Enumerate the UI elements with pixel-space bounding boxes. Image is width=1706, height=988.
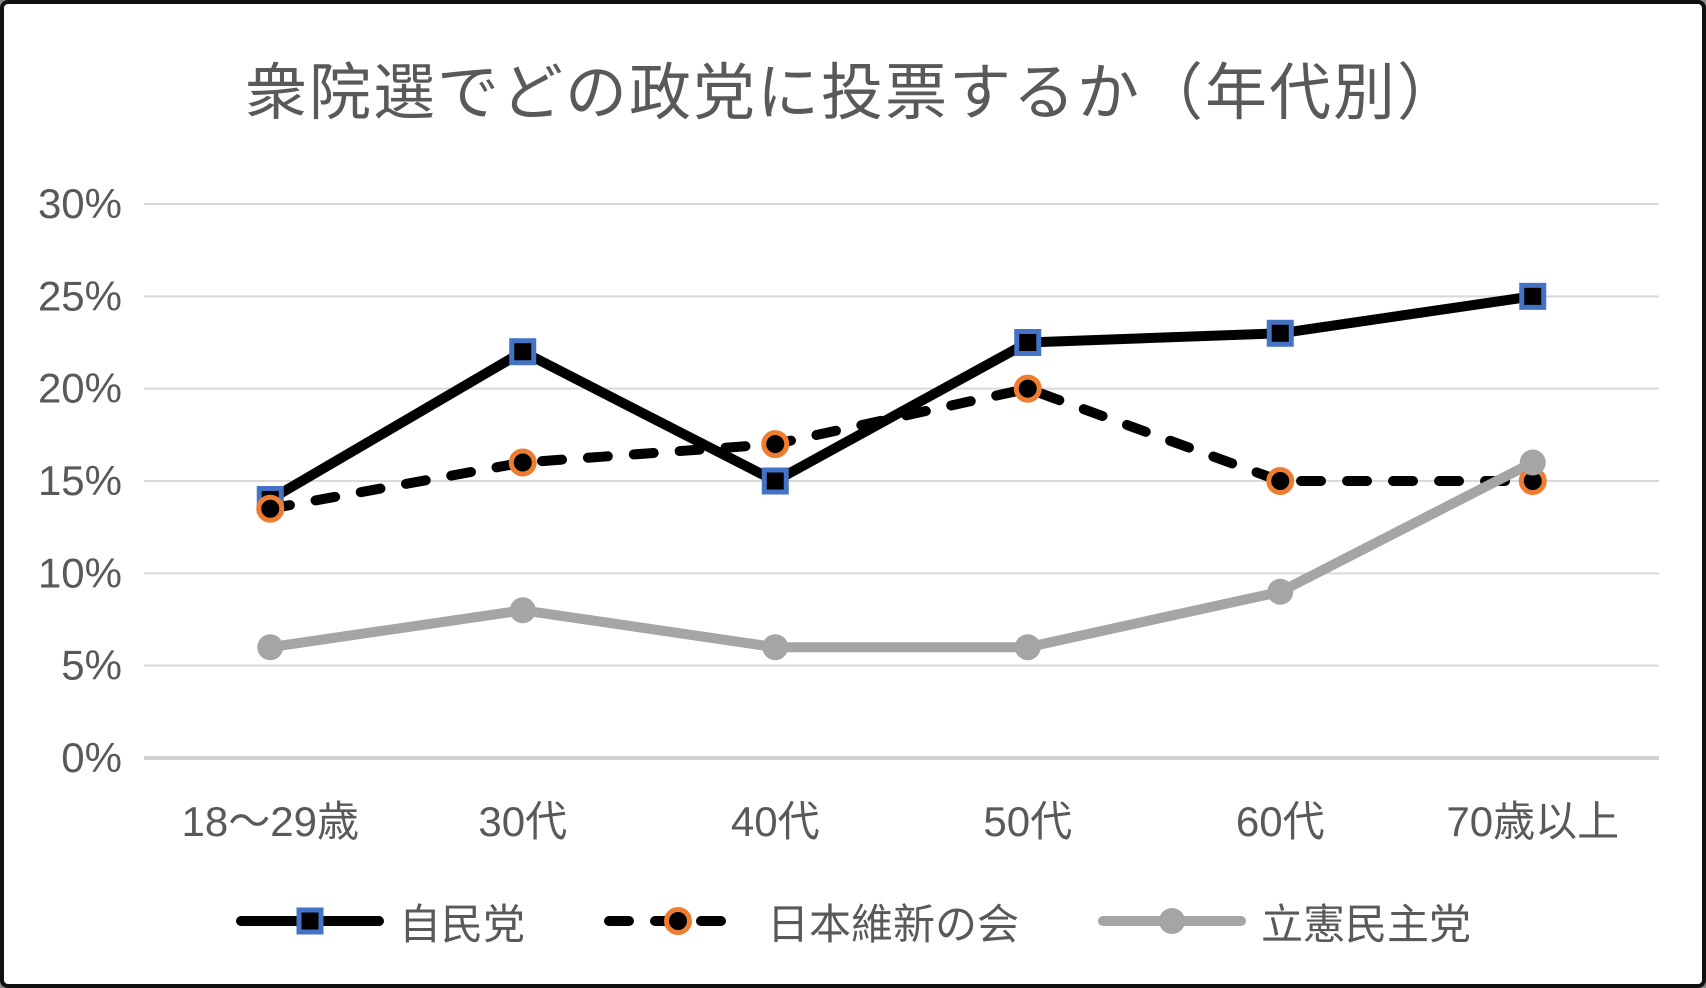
x-tick-label: 70歳以上 <box>1446 798 1619 845</box>
legend-item-3: 立憲民主党 <box>1097 891 1471 952</box>
x-tick-label: 40代 <box>731 798 820 845</box>
x-tick-label: 18〜29歳 <box>182 798 359 845</box>
legend-swatch-icon <box>603 907 752 935</box>
series-1-marker <box>761 467 789 495</box>
series-3-marker <box>1014 634 1041 661</box>
legend-label: 日本維新の会 <box>766 900 1019 948</box>
x-tick-label: 30代 <box>478 798 567 845</box>
series-1-marker <box>1519 282 1547 310</box>
series-line-2 <box>265 383 1538 514</box>
y-tick-label: 5% <box>61 642 122 689</box>
series-3-marker <box>509 597 536 624</box>
legend-swatch-icon <box>235 907 384 935</box>
series-1-marker <box>1014 329 1042 356</box>
series-2-marker <box>256 494 285 523</box>
series-1-marker <box>509 338 537 366</box>
line-chart-plot-area: 0% 5% 10% 15% 20% 25% 30% 18〜29歳 30代 40代 50代 60代 70歳… <box>38 180 1659 845</box>
series-3-marker <box>1267 578 1294 605</box>
y-tick-label: 0% <box>61 734 122 781</box>
series-3-marker <box>1519 449 1546 476</box>
legend-swatch-icon <box>1098 908 1246 934</box>
series-2-marker <box>1266 467 1295 495</box>
series-line-1 <box>265 291 1538 505</box>
series-3-marker <box>762 634 789 661</box>
series-1-marker <box>1266 319 1294 347</box>
x-tick-label: 50代 <box>983 798 1072 845</box>
series-2-marker <box>508 448 537 477</box>
legend-label: 立憲民主党 <box>1261 900 1472 948</box>
series-3-marker <box>257 634 284 661</box>
y-tick-label: 10% <box>38 549 122 596</box>
series-line-3 <box>265 457 1538 653</box>
legend-label: 自民党 <box>398 900 525 948</box>
y-tick-label: 30% <box>38 180 122 227</box>
y-tick-label: 15% <box>38 457 122 504</box>
y-tick-label: 20% <box>38 365 122 412</box>
legend-item-2: 日本維新の会 <box>603 891 1019 952</box>
y-tick-label: 25% <box>38 272 122 319</box>
chart-title: 衆院選でどの政党に投票するか（年代別） <box>244 59 1461 128</box>
legend-item-1: 自民党 <box>235 891 525 952</box>
x-tick-label: 60代 <box>1236 798 1325 845</box>
series-2-marker <box>1013 374 1042 403</box>
chart-legend: 自民党 日本維新の会 立憲民主党 <box>4 886 1702 956</box>
series-2-marker <box>761 430 790 459</box>
